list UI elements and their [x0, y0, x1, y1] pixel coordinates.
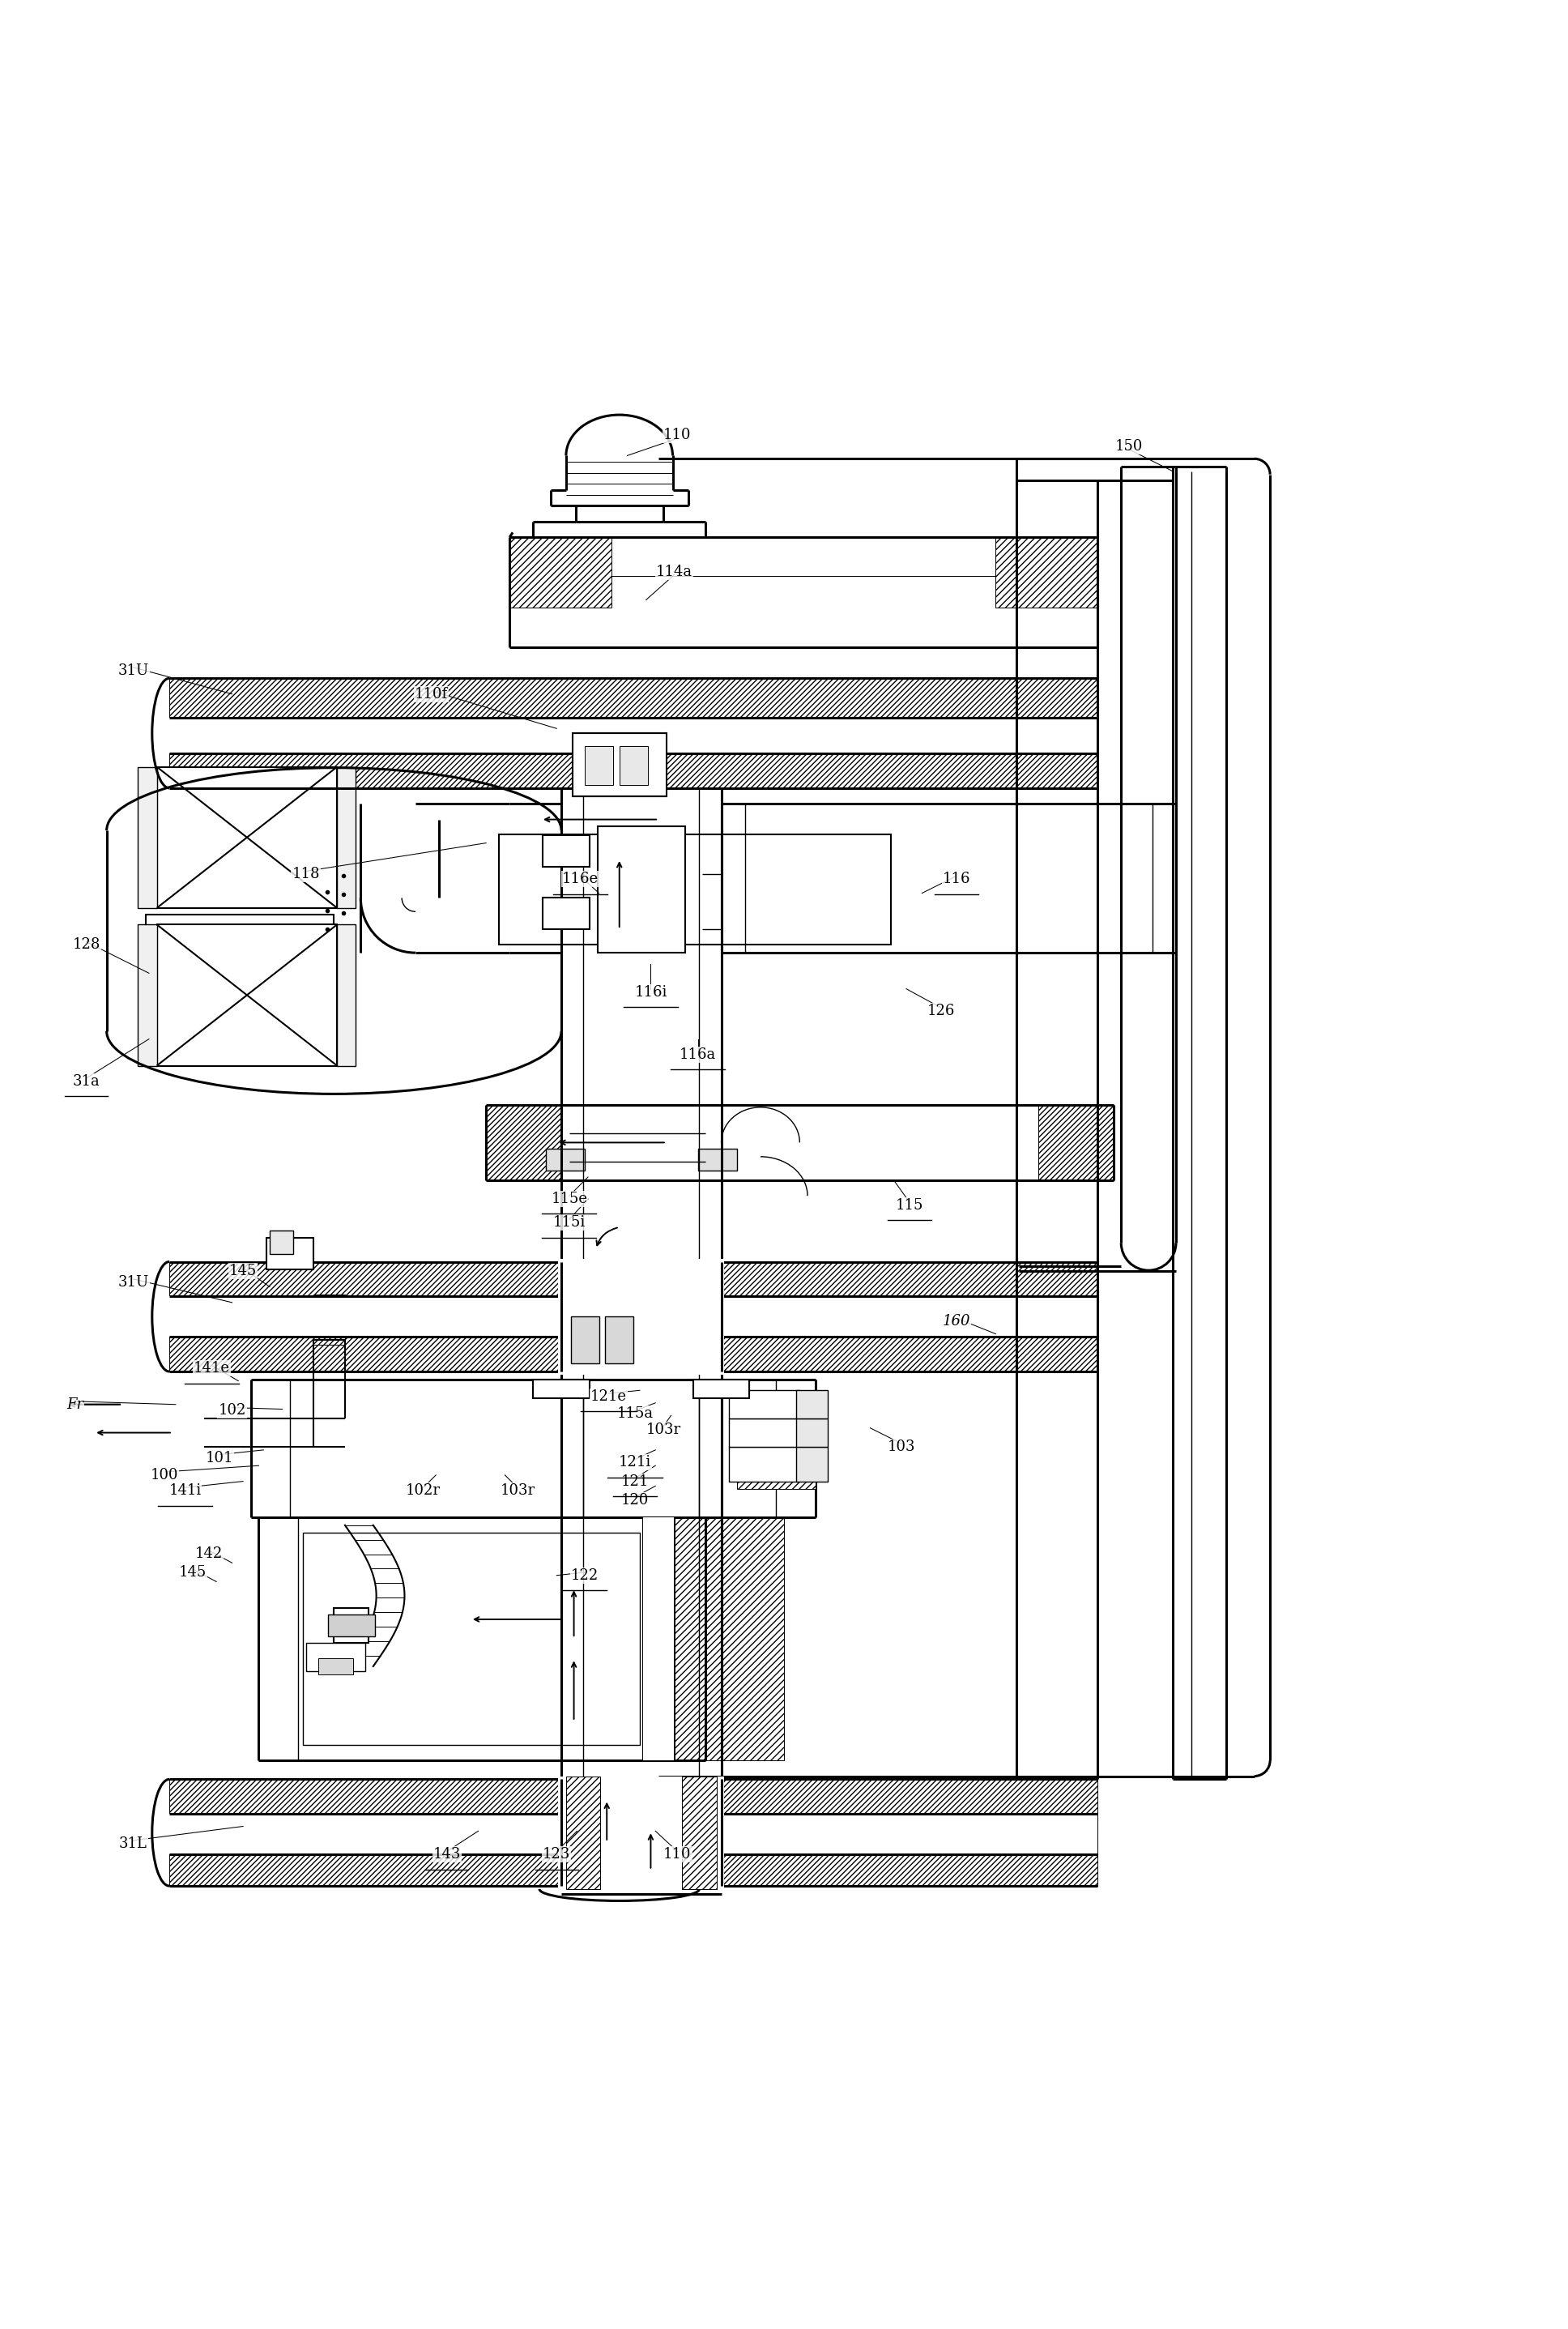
Bar: [566, 1777, 601, 1889]
Bar: [1038, 1104, 1113, 1181]
Text: 142: 142: [194, 1546, 223, 1560]
Bar: [543, 836, 590, 866]
Text: 116e: 116e: [561, 871, 599, 887]
Text: 116i: 116i: [635, 985, 666, 999]
Bar: [543, 899, 590, 929]
Text: 31a: 31a: [72, 1074, 100, 1088]
Bar: [729, 1446, 800, 1481]
Text: 120: 120: [621, 1493, 649, 1507]
Bar: [169, 717, 1098, 755]
Bar: [510, 538, 612, 608]
Bar: [729, 1418, 800, 1446]
Text: 31U: 31U: [118, 664, 149, 678]
Bar: [337, 766, 356, 908]
Text: 31U: 31U: [118, 1274, 149, 1290]
Text: 100: 100: [151, 1467, 179, 1481]
Bar: [303, 1532, 640, 1744]
Text: 110: 110: [663, 1847, 691, 1861]
Bar: [334, 1609, 368, 1642]
Bar: [533, 1379, 590, 1397]
Bar: [682, 1777, 717, 1889]
Text: 121: 121: [621, 1474, 649, 1488]
Bar: [558, 1777, 724, 1889]
Bar: [558, 1258, 724, 1374]
Text: 116a: 116a: [679, 1048, 717, 1062]
Bar: [157, 925, 337, 1067]
Text: 101: 101: [205, 1451, 234, 1465]
Text: 143: 143: [433, 1847, 461, 1861]
Bar: [328, 1614, 375, 1637]
Bar: [797, 1390, 828, 1418]
Text: 145: 145: [179, 1565, 207, 1579]
Text: 110f: 110f: [414, 687, 448, 701]
Text: 31L: 31L: [119, 1835, 147, 1852]
Bar: [138, 766, 157, 908]
Bar: [693, 1379, 750, 1397]
Bar: [572, 734, 666, 797]
Text: 123: 123: [543, 1847, 571, 1861]
Text: 116: 116: [942, 871, 971, 887]
Bar: [486, 1104, 561, 1181]
Bar: [643, 1519, 784, 1761]
Text: 126: 126: [927, 1004, 955, 1018]
Text: 160: 160: [942, 1314, 971, 1328]
Bar: [169, 1814, 1098, 1854]
Bar: [318, 1658, 353, 1675]
Text: 121i: 121i: [619, 1456, 651, 1470]
Bar: [169, 678, 1098, 787]
Bar: [729, 1390, 800, 1418]
Text: 103r: 103r: [646, 1423, 681, 1437]
Bar: [546, 1148, 585, 1171]
Text: 102r: 102r: [406, 1484, 441, 1498]
Bar: [797, 1418, 828, 1446]
Bar: [267, 1239, 314, 1269]
Bar: [306, 1642, 365, 1672]
Text: 115a: 115a: [616, 1407, 654, 1421]
Bar: [643, 1519, 674, 1761]
Bar: [169, 1297, 1098, 1337]
Bar: [270, 1230, 293, 1253]
Text: 103: 103: [887, 1439, 916, 1453]
Bar: [337, 925, 356, 1067]
Bar: [158, 925, 321, 960]
Bar: [996, 538, 1098, 608]
Bar: [797, 1446, 828, 1481]
Bar: [169, 1779, 1098, 1886]
Text: 122: 122: [571, 1567, 599, 1584]
Bar: [619, 745, 648, 785]
Bar: [314, 1295, 345, 1344]
Text: 150: 150: [1115, 438, 1143, 454]
Bar: [146, 915, 334, 969]
Text: 115i: 115i: [554, 1216, 585, 1230]
Text: 114a: 114a: [655, 564, 693, 580]
Text: 145: 145: [229, 1265, 257, 1279]
Bar: [571, 1316, 599, 1365]
Text: 121e: 121e: [590, 1390, 627, 1404]
Text: Fr: Fr: [67, 1397, 83, 1411]
Text: 102: 102: [218, 1404, 246, 1418]
Text: 115: 115: [895, 1197, 924, 1213]
Text: 103r: 103r: [500, 1484, 535, 1498]
Bar: [737, 1395, 815, 1488]
Bar: [698, 1148, 737, 1171]
Bar: [499, 834, 891, 946]
Text: 110: 110: [663, 429, 691, 443]
Text: 141e: 141e: [193, 1360, 230, 1376]
Bar: [605, 1316, 633, 1365]
Text: 128: 128: [72, 939, 100, 953]
Text: 141i: 141i: [169, 1484, 201, 1498]
Bar: [138, 925, 157, 1067]
Text: 118: 118: [292, 866, 320, 883]
Bar: [169, 1262, 1098, 1372]
Bar: [597, 827, 685, 953]
Text: 115e: 115e: [550, 1192, 588, 1206]
Bar: [585, 745, 613, 785]
Bar: [157, 766, 337, 908]
